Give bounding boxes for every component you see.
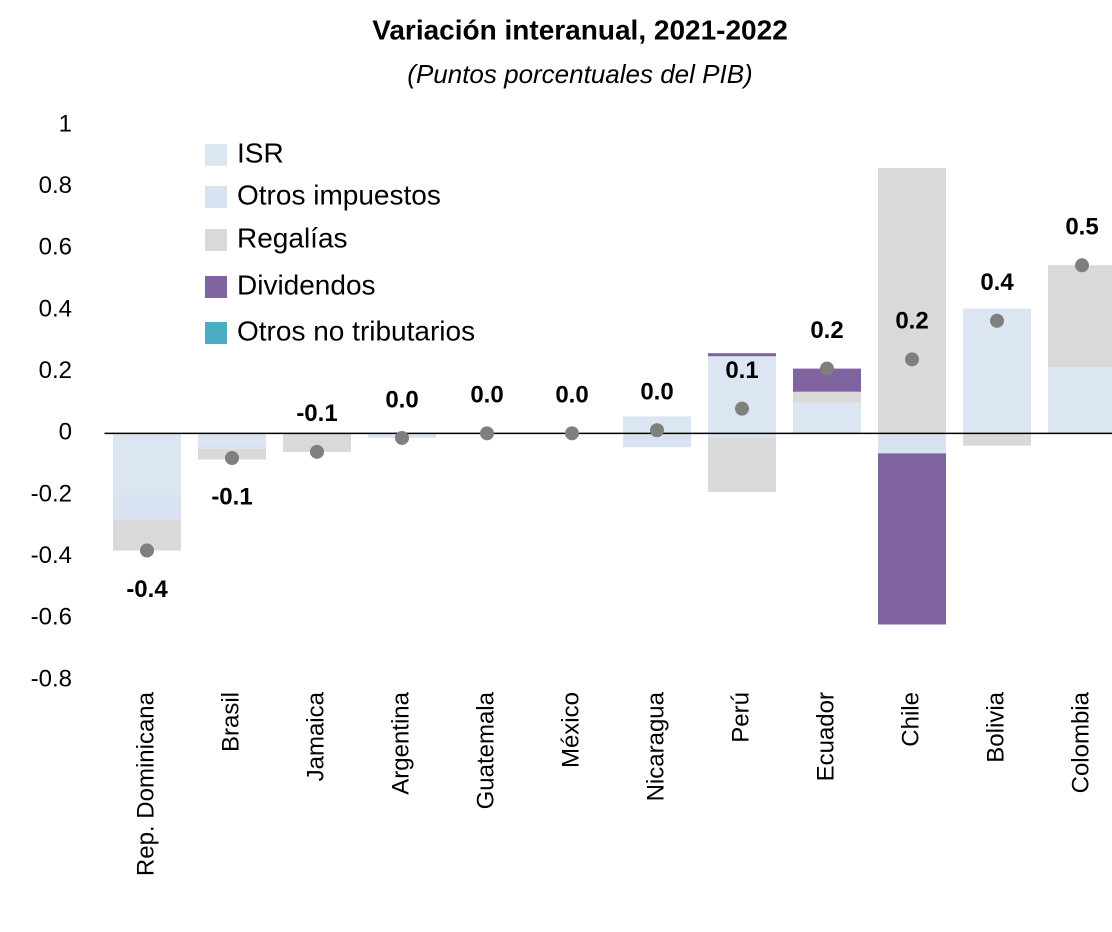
total-dot bbox=[565, 426, 579, 441]
total-dot bbox=[1075, 258, 1089, 273]
x-tick-label: Perú bbox=[727, 692, 754, 743]
legend-swatch bbox=[205, 276, 227, 298]
bar-segment bbox=[198, 442, 266, 449]
bar-segment bbox=[708, 437, 776, 492]
data-label: -0.4 bbox=[126, 576, 168, 603]
x-tick-label: Argentina bbox=[387, 691, 414, 794]
legend-swatch bbox=[205, 144, 227, 166]
bar-segment bbox=[708, 356, 776, 434]
legend-swatch bbox=[205, 229, 227, 251]
bar-segment bbox=[878, 453, 946, 625]
legend-label: Regalías bbox=[237, 222, 348, 253]
legend-swatch bbox=[205, 186, 227, 208]
bar-segment bbox=[878, 168, 946, 434]
bar-segment bbox=[283, 433, 351, 452]
y-tick-label: 0 bbox=[59, 419, 72, 446]
bar-segment bbox=[708, 353, 776, 357]
y-tick-label: 0.8 bbox=[39, 172, 72, 199]
total-dot bbox=[395, 430, 409, 445]
x-tick-label: Rep. Dominicana bbox=[132, 691, 159, 876]
y-tick-label: -0.2 bbox=[31, 480, 72, 507]
x-tick-label: Bolivia bbox=[982, 691, 1009, 762]
x-tick-label: Nicaragua bbox=[642, 691, 669, 801]
x-tick-label: Colombia bbox=[1067, 691, 1094, 793]
y-tick-label: 1 bbox=[59, 110, 72, 137]
total-dot bbox=[225, 451, 239, 465]
legend-swatch bbox=[205, 322, 227, 344]
total-dot bbox=[735, 401, 749, 416]
x-tick-label: Jamaica bbox=[302, 691, 329, 781]
data-label: 0.0 bbox=[470, 382, 503, 409]
legend-label: ISR bbox=[237, 137, 284, 168]
y-tick-label: 0.2 bbox=[39, 357, 72, 384]
bar-segment bbox=[793, 402, 861, 434]
data-label: 0.0 bbox=[385, 386, 418, 413]
bar-segment bbox=[1048, 367, 1112, 434]
bar-segment bbox=[878, 433, 946, 454]
data-label: 0.0 bbox=[555, 382, 588, 409]
total-dot bbox=[310, 444, 324, 459]
total-dot bbox=[650, 423, 664, 438]
bar-segment bbox=[113, 495, 181, 520]
chart-title: Variación interanual, 2021-2022 bbox=[372, 14, 788, 45]
legend-label: Dividendos bbox=[237, 269, 376, 300]
data-label: 0.1 bbox=[725, 357, 758, 384]
total-dot bbox=[905, 352, 919, 367]
y-tick-label: -0.4 bbox=[31, 542, 72, 569]
data-label: 0.2 bbox=[895, 308, 928, 335]
legend-label: Otros no tributarios bbox=[237, 315, 475, 346]
total-dot bbox=[820, 361, 834, 376]
data-label: -0.1 bbox=[211, 483, 252, 510]
bar-segment bbox=[963, 433, 1031, 446]
x-tick-label: Brasil bbox=[217, 692, 244, 752]
bar-segment bbox=[623, 433, 691, 448]
x-tick-label: Guatemala bbox=[472, 691, 499, 809]
y-tick-label: 0.4 bbox=[39, 295, 72, 322]
total-dot bbox=[480, 426, 494, 441]
x-tick-label: Ecuador bbox=[812, 692, 839, 781]
data-label: 0.5 bbox=[1065, 214, 1098, 241]
bar-segment bbox=[198, 433, 266, 443]
y-tick-label: 0.6 bbox=[39, 234, 72, 261]
data-label: 0.4 bbox=[980, 269, 1014, 296]
bar-segment bbox=[1048, 265, 1112, 368]
x-tick-label: México bbox=[557, 692, 584, 768]
bar-segment bbox=[793, 368, 861, 392]
y-tick-label: -0.6 bbox=[31, 604, 72, 631]
bar-segment bbox=[793, 391, 861, 403]
total-dot bbox=[140, 543, 154, 558]
data-label: 0.2 bbox=[810, 317, 843, 344]
data-label: -0.1 bbox=[296, 400, 337, 427]
x-tick-label: Chile bbox=[897, 692, 924, 747]
bar-segment bbox=[113, 433, 181, 495]
bar-segment bbox=[708, 433, 776, 438]
chart-subtitle: (Puntos porcentuales del PIB) bbox=[407, 59, 752, 89]
total-dot bbox=[990, 313, 1004, 328]
bar-segment bbox=[963, 308, 1031, 434]
data-label: 0.0 bbox=[640, 379, 673, 406]
y-tick-label: -0.8 bbox=[31, 665, 72, 692]
legend-label: Otros impuestos bbox=[237, 179, 441, 210]
